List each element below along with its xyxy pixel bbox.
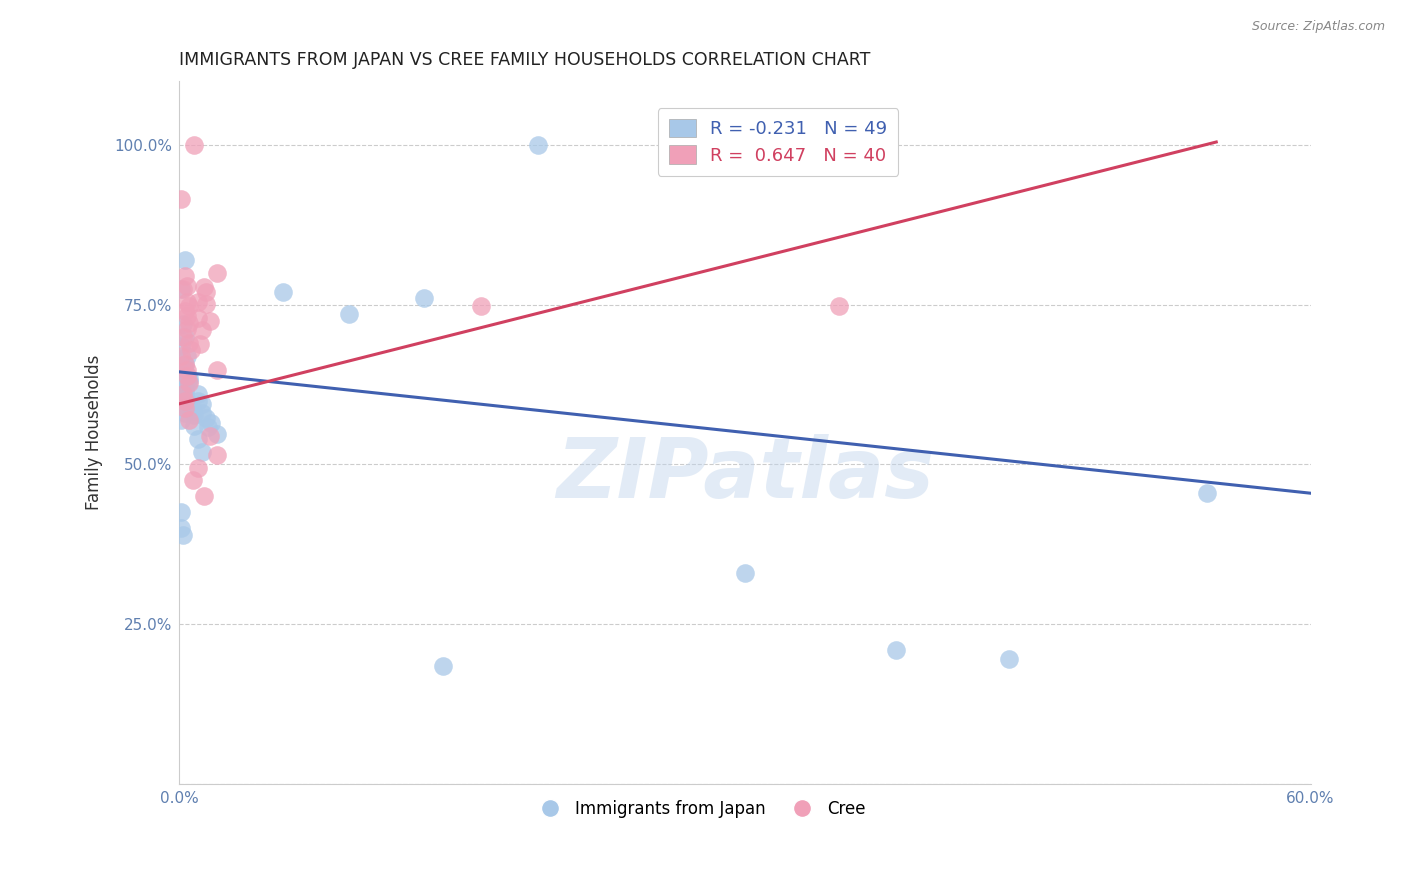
Point: [170, 193, 193, 207]
Point: [176, 393, 198, 408]
Point: [828, 299, 851, 313]
Point: [177, 336, 200, 351]
Point: [194, 285, 217, 299]
Point: [174, 330, 197, 344]
Text: ZIPatlas: ZIPatlas: [555, 434, 934, 516]
Point: [172, 317, 194, 331]
Point: [191, 406, 214, 420]
Y-axis label: Family Households: Family Households: [86, 355, 103, 510]
Point: [470, 299, 492, 313]
Point: [177, 413, 200, 427]
Point: [170, 282, 193, 296]
Point: [187, 460, 209, 475]
Point: [271, 285, 294, 299]
Point: [187, 393, 209, 408]
Point: [181, 404, 204, 418]
Point: [176, 310, 198, 324]
Point: [205, 363, 228, 377]
Point: [337, 307, 360, 321]
Point: [174, 384, 197, 398]
Point: [432, 658, 454, 673]
Point: [181, 474, 204, 488]
Point: [177, 316, 200, 330]
Point: [183, 419, 205, 434]
Point: [205, 266, 228, 280]
Point: [177, 375, 200, 389]
Point: [174, 253, 197, 268]
Point: [176, 322, 198, 336]
Point: [180, 343, 202, 357]
Point: [170, 521, 193, 535]
Legend: Immigrants from Japan, Cree: Immigrants from Japan, Cree: [527, 793, 873, 824]
Point: [194, 411, 217, 425]
Point: [174, 304, 197, 318]
Point: [187, 432, 209, 446]
Point: [1195, 486, 1218, 500]
Point: [174, 357, 197, 371]
Point: [193, 489, 215, 503]
Point: [174, 269, 197, 284]
Point: [172, 397, 194, 411]
Point: [198, 314, 221, 328]
Point: [174, 391, 197, 405]
Point: [180, 400, 202, 414]
Point: [176, 363, 198, 377]
Point: [177, 376, 200, 390]
Point: [172, 368, 194, 382]
Point: [188, 337, 211, 351]
Point: [172, 527, 194, 541]
Point: [526, 138, 548, 153]
Point: [174, 387, 197, 401]
Text: IMMIGRANTS FROM JAPAN VS CREE FAMILY HOUSEHOLDS CORRELATION CHART: IMMIGRANTS FROM JAPAN VS CREE FAMILY HOU…: [180, 51, 870, 69]
Point: [884, 642, 907, 657]
Point: [176, 278, 198, 293]
Point: [998, 652, 1021, 666]
Point: [187, 310, 209, 325]
Point: [177, 371, 200, 385]
Point: [174, 359, 197, 373]
Point: [174, 393, 197, 408]
Point: [174, 406, 197, 420]
Point: [172, 387, 194, 401]
Point: [183, 138, 205, 153]
Point: [174, 401, 197, 416]
Point: [176, 294, 198, 309]
Point: [187, 294, 209, 309]
Point: [176, 349, 198, 363]
Point: [200, 416, 222, 430]
Point: [191, 323, 214, 337]
Point: [170, 505, 193, 519]
Point: [170, 413, 193, 427]
Point: [176, 369, 198, 384]
Point: [177, 299, 200, 313]
Point: [193, 280, 215, 294]
Point: [172, 377, 194, 392]
Point: [198, 428, 221, 442]
Point: [177, 397, 200, 411]
Point: [176, 368, 198, 382]
Point: [172, 359, 194, 373]
Point: [205, 426, 228, 441]
Point: [205, 448, 228, 462]
Point: [413, 292, 436, 306]
Point: [172, 282, 194, 296]
Point: [734, 566, 756, 580]
Point: [197, 420, 219, 434]
Point: [170, 349, 193, 363]
Point: [170, 388, 193, 402]
Point: [191, 397, 214, 411]
Point: [194, 296, 217, 310]
Point: [174, 381, 197, 395]
Text: Source: ZipAtlas.com: Source: ZipAtlas.com: [1251, 20, 1385, 33]
Point: [172, 330, 194, 344]
Point: [170, 339, 193, 353]
Point: [191, 444, 214, 458]
Point: [183, 408, 205, 422]
Point: [187, 387, 209, 401]
